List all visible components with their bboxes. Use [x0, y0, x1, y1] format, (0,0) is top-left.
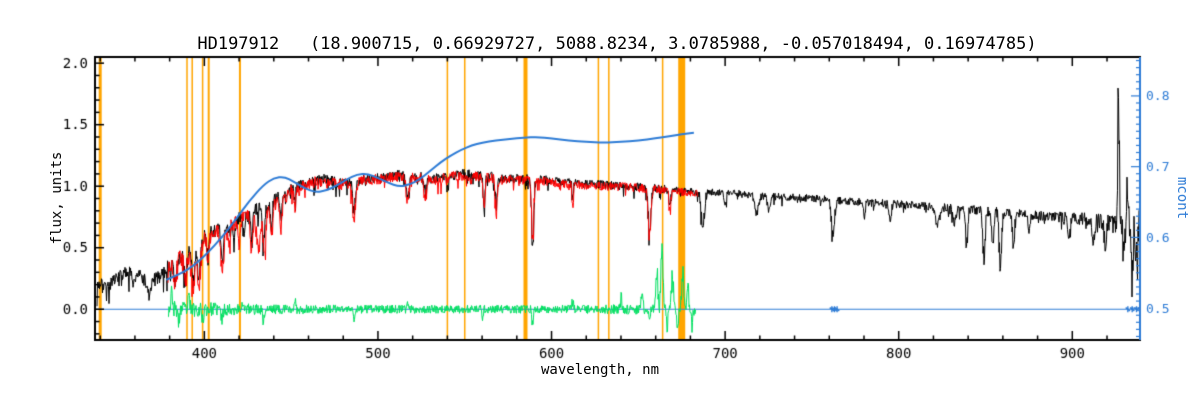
x-axis-label: wavelength, nm — [540, 362, 660, 378]
y-axis-label-mcont: mcont — [1174, 176, 1190, 220]
y-axis-label-flux: flux, units — [49, 151, 65, 245]
plot-title: HD197912 (18.900715, 0.66929727, 5088.82… — [197, 34, 1037, 54]
